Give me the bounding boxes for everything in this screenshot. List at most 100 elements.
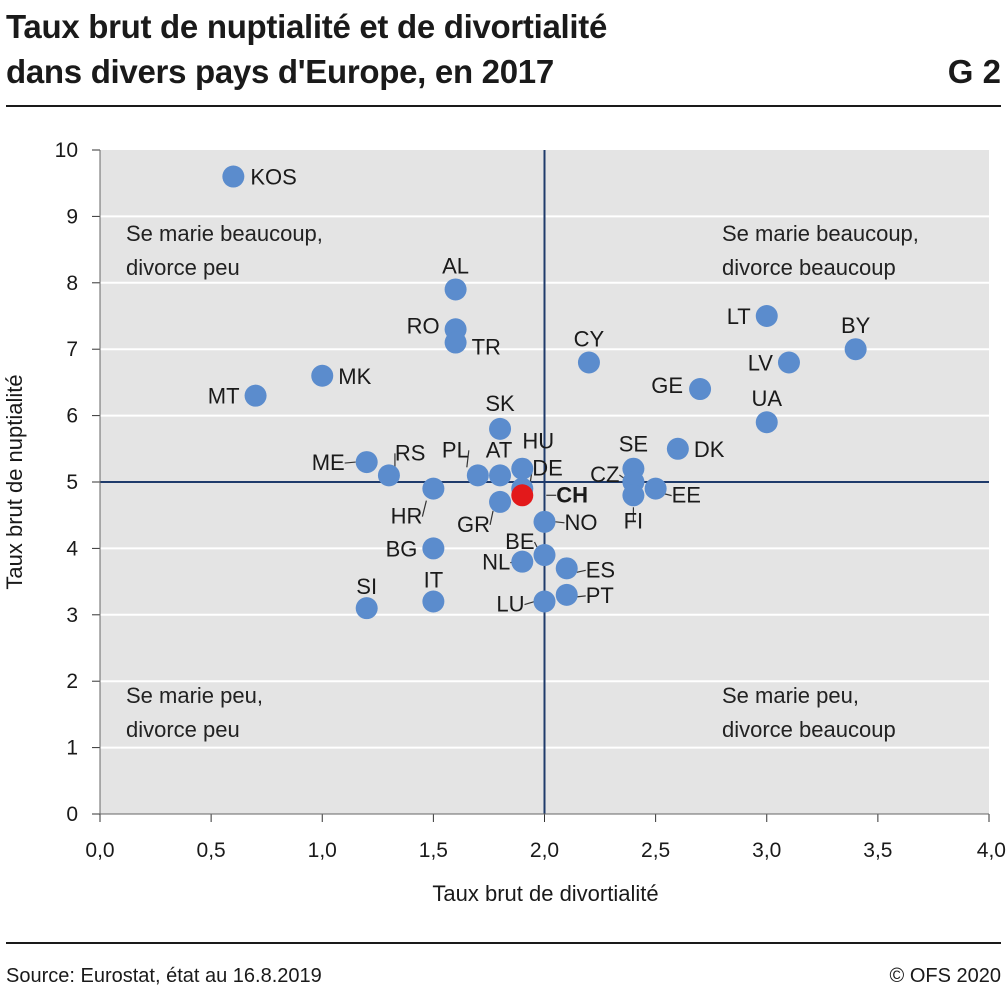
point-label-mk: MK	[338, 364, 371, 389]
point-label-ge: GE	[651, 373, 683, 398]
point-label-lu: LU	[496, 592, 524, 617]
point-tr	[444, 331, 467, 354]
point-sk	[489, 417, 512, 440]
footer-divider	[6, 942, 1001, 944]
x-tick-label: 3,0	[752, 839, 781, 862]
point-label-hu: HU	[522, 429, 554, 454]
point-label-it: IT	[424, 568, 444, 593]
point-rs	[377, 464, 400, 487]
copyright-note: © OFS 2020	[889, 965, 1001, 987]
point-lv	[777, 351, 800, 374]
y-tick-label: 3	[66, 604, 78, 627]
point-fi	[622, 484, 645, 507]
point-label-ee: EE	[672, 483, 701, 508]
x-tick-label: 4,0	[977, 839, 1006, 862]
point-lt	[755, 305, 778, 327]
point-hu	[511, 457, 534, 480]
point-kos	[222, 165, 245, 188]
point-be	[533, 544, 556, 567]
point-pl	[466, 464, 489, 487]
quadrant-label-top-right-line-2: divorce beaucoup	[722, 255, 896, 280]
chart-title: Taux brut de nuptialité et de divortiali…	[6, 4, 607, 94]
point-label-tr: TR	[472, 335, 501, 360]
point-label-cz: CZ	[590, 462, 619, 487]
point-label-lt: LT	[727, 304, 751, 329]
point-mt	[244, 384, 267, 407]
quadrant-label-bottom-right-line-2: divorce beaucoup	[722, 717, 896, 742]
point-label-al: AL	[442, 253, 469, 278]
point-label-mt: MT	[208, 384, 240, 409]
point-pt	[555, 583, 578, 606]
point-label-ua: UA	[751, 386, 782, 411]
point-gr	[489, 490, 512, 513]
x-tick-label: 0,5	[197, 839, 226, 862]
point-label-se: SE	[619, 432, 648, 457]
y-tick-label: 0	[66, 803, 78, 826]
y-tick-label: 5	[66, 471, 78, 494]
point-label-gr: GR	[457, 512, 490, 537]
chart-title-line-1: Taux brut de nuptialité et de divortiali…	[6, 8, 608, 45]
x-tick-label: 2,0	[530, 839, 559, 862]
point-label-hr: HR	[391, 504, 423, 529]
quadrant-label-bottom-right-line-1: Se marie peu,	[722, 683, 859, 708]
leader-no	[555, 521, 565, 524]
y-tick-label: 1	[66, 737, 78, 760]
reference-lines	[100, 150, 989, 814]
y-tick-label: 10	[55, 139, 78, 162]
point-ge	[689, 378, 712, 401]
quadrant-label-bottom-left-line-2: divorce peu	[126, 717, 240, 742]
point-nl	[511, 550, 534, 573]
y-axis-label: Taux brut de nuptialité	[2, 374, 27, 589]
quadrant-label-top-left-line-1: Se marie beaucoup,	[126, 221, 323, 246]
source-note: Source: Eurostat, état au 16.8.2019	[6, 965, 322, 987]
point-label-fi: FI	[624, 508, 644, 533]
x-axis-label: Taux brut de divortialité	[432, 881, 658, 906]
point-label-pt: PT	[586, 583, 614, 608]
header-divider	[6, 105, 1001, 107]
y-tick-label: 2	[66, 670, 78, 693]
figure-number: G 2	[947, 53, 1001, 90]
point-label-rs: RS	[395, 440, 426, 465]
point-label-si: SI	[356, 574, 377, 599]
point-cy	[577, 351, 600, 374]
x-tick-label: 0,0	[85, 839, 114, 862]
x-tick-label: 3,5	[863, 839, 892, 862]
point-label-by: BY	[841, 313, 871, 338]
point-label-be: BE	[505, 529, 534, 554]
point-labels: KOS AL RO TR CY MK MT LT BY LV GE UA SK DK ME RS PL AT HUD…	[208, 165, 871, 617]
point-label-de: DE	[532, 456, 563, 481]
x-tick-label: 1,0	[308, 839, 337, 862]
quadrant-label-bottom-left-line-1: Se marie peu,	[126, 683, 263, 708]
point-al	[444, 278, 467, 301]
leader-pt	[576, 595, 586, 598]
point-it	[422, 590, 445, 613]
point-label-at: AT	[486, 437, 512, 462]
point-label-cy: CY	[574, 326, 605, 351]
leader-es	[576, 569, 586, 573]
y-tick-label: 6	[66, 405, 78, 428]
x-tick-label: 1,5	[419, 839, 448, 862]
leader-hr	[421, 500, 427, 517]
quadrant-label-top-left-line-2: divorce peu	[126, 255, 240, 280]
point-label-pl: PL	[442, 437, 469, 462]
point-ee	[644, 477, 667, 500]
axes: 0 1 2 3 4 5 6 7 8 9 10 0,0 0,5 1,0 1,5 2,0 2,5 3,0 3,5 4,0	[55, 139, 1006, 862]
chart-title-line-2: dans divers pays d'Europe, en 2017	[6, 53, 554, 90]
point-hr	[422, 477, 445, 500]
point-label-ch: CH	[556, 482, 588, 507]
point-label-lv: LV	[748, 350, 774, 375]
leader-me	[344, 461, 356, 464]
y-tick-label: 9	[66, 205, 78, 228]
point-es	[555, 557, 578, 580]
point-no	[533, 510, 556, 533]
y-tick-label: 4	[66, 537, 78, 560]
point-label-nl: NL	[482, 550, 510, 575]
point-by	[844, 338, 867, 361]
y-tick-label: 7	[66, 338, 78, 361]
leader-pl	[466, 450, 470, 468]
point-label-dk: DK	[694, 437, 725, 462]
point-me	[355, 451, 378, 474]
leader-lu	[524, 600, 535, 606]
point-bg	[422, 537, 445, 560]
